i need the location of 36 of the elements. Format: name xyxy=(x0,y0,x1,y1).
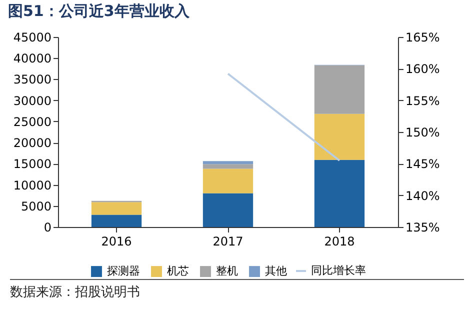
legend-label: 其他 xyxy=(265,264,287,278)
x-tick-label: 2018 xyxy=(324,234,355,248)
bar xyxy=(314,160,365,227)
y-tick-label: 45000 xyxy=(13,30,52,44)
y-tick-label: 20000 xyxy=(13,136,52,150)
bar xyxy=(202,161,254,164)
y-tick-label: 15000 xyxy=(13,157,52,172)
y2-tick-label: 150% xyxy=(406,126,440,140)
legend-label: 同比增长率 xyxy=(311,264,366,277)
y-tick-label: 40000 xyxy=(13,52,52,66)
bar xyxy=(202,193,254,227)
y-tick-label: 5000 xyxy=(20,199,52,214)
y2-tick-label: 145% xyxy=(406,157,440,172)
y-tick-label: 35000 xyxy=(13,72,52,87)
y-tick-label: 0 xyxy=(44,220,52,234)
bar xyxy=(314,65,365,114)
bar xyxy=(314,114,365,160)
y2-tick-label: 165% xyxy=(406,30,440,44)
y2-tick-label: 135% xyxy=(406,220,440,234)
bar xyxy=(91,214,142,227)
y2-tick-label: 140% xyxy=(406,188,440,203)
legend-label: 机芯 xyxy=(167,264,189,278)
x-tick-label: 2017 xyxy=(212,234,244,248)
bar xyxy=(202,168,254,194)
x-tick-label: 2016 xyxy=(101,234,132,248)
y2-tick-label: 155% xyxy=(406,94,440,108)
y2-tick-label: 160% xyxy=(406,62,440,76)
y-tick-label: 25000 xyxy=(13,114,52,129)
chart-title: 图51：公司近3年营业收入 xyxy=(8,2,190,20)
bar xyxy=(202,164,254,169)
y-tick-label: 10000 xyxy=(13,178,52,192)
source-note: 数据来源：招股说明书 xyxy=(10,284,141,301)
legend-label: 探测器 xyxy=(107,264,140,278)
legend-label: 整机 xyxy=(216,264,238,278)
y-tick-label: 30000 xyxy=(13,94,52,108)
bar xyxy=(91,202,142,215)
